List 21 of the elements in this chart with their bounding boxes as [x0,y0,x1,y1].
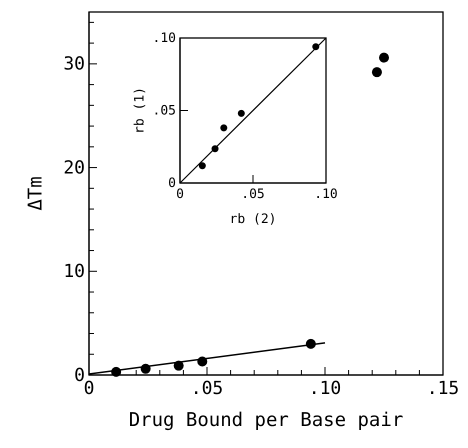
x-tick-label: .15 [426,378,460,399]
point [379,52,389,63]
point [198,162,206,170]
point [220,124,228,132]
y-axis-title: ΔTm [24,176,46,211]
x-tick-label: .10 [314,187,338,202]
y-tick-label: .05 [152,104,176,119]
y-tick-label: 10 [63,261,85,282]
y-tick-label: .10 [152,31,176,46]
y-tick-label: 30 [63,54,85,75]
y-axis-title: rb (1) [132,87,148,134]
x-tick-label: .10 [308,378,342,399]
y-tick-label: 0 [74,364,85,386]
point [372,67,382,78]
x-tick-label: .05 [190,378,224,399]
x-tick-label: .05 [241,187,265,202]
y-tick-label: 0 [168,176,176,192]
point [238,110,245,117]
x-axis-title: Drug Bound per Base pair [128,409,404,431]
x-axis-title: rb (2) [230,212,276,227]
y-tick-label: 20 [63,157,85,178]
